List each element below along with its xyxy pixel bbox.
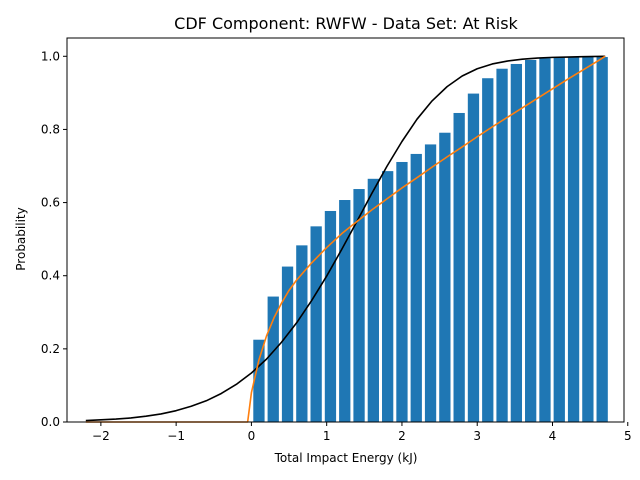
x-tick-label: 2 bbox=[398, 429, 406, 443]
bar-6 bbox=[339, 200, 351, 422]
bar-16 bbox=[482, 78, 494, 422]
x-tick-label: 4 bbox=[549, 429, 557, 443]
y-tick-label: 0.6 bbox=[41, 196, 60, 210]
y-axis-ticks: 0.0 0.2 0.4 0.6 0.8 1.0 bbox=[41, 49, 67, 429]
bar-19 bbox=[525, 59, 537, 422]
x-tick-label: −2 bbox=[92, 429, 110, 443]
bar-18 bbox=[510, 63, 523, 423]
bar-20 bbox=[539, 58, 551, 422]
bar-8 bbox=[367, 178, 379, 422]
bar-22 bbox=[567, 57, 580, 422]
black-cdf-line bbox=[85, 55, 606, 422]
orange-cdf-line bbox=[85, 55, 606, 423]
bar-9 bbox=[382, 171, 394, 422]
bar-14 bbox=[453, 112, 465, 422]
bar-23 bbox=[582, 57, 594, 422]
x-tick-label: 0 bbox=[248, 429, 256, 443]
y-tick-label: 0.2 bbox=[41, 342, 60, 356]
x-tick-label: −1 bbox=[167, 429, 185, 443]
bar-5 bbox=[324, 210, 337, 422]
axes-frame bbox=[66, 37, 625, 423]
chart-title: CDF Component: RWFW - Data Set: At Risk bbox=[174, 14, 518, 33]
bar-13 bbox=[439, 132, 451, 422]
bar-11 bbox=[410, 153, 422, 422]
x-axis-label: Total Impact Energy (kJ) bbox=[274, 451, 418, 465]
x-axis-ticks: −2 −1 0 1 2 3 4 5 bbox=[92, 422, 632, 443]
bar-3 bbox=[296, 245, 308, 422]
bars-group bbox=[253, 57, 608, 423]
bar-21 bbox=[553, 57, 565, 422]
lines-group bbox=[85, 55, 606, 423]
bar-2 bbox=[281, 266, 294, 422]
bar-4 bbox=[310, 226, 322, 422]
y-tick-label: 0.4 bbox=[41, 269, 60, 283]
bar-1 bbox=[267, 296, 279, 422]
x-tick-label: 3 bbox=[473, 429, 481, 443]
y-axis-label: Probability bbox=[14, 207, 28, 270]
bar-7 bbox=[353, 189, 365, 422]
x-tick-label: 1 bbox=[323, 429, 331, 443]
bar-24 bbox=[596, 57, 608, 422]
x-tick-label: 5 bbox=[624, 429, 632, 443]
bar-17 bbox=[496, 68, 508, 422]
y-tick-label: 0.0 bbox=[41, 415, 60, 429]
bar-12 bbox=[424, 144, 437, 422]
bar-0 bbox=[253, 339, 265, 422]
y-tick-label: 1.0 bbox=[41, 49, 60, 63]
plot-area bbox=[85, 55, 608, 423]
y-tick-label: 0.8 bbox=[41, 122, 60, 136]
bar-10 bbox=[396, 161, 408, 422]
bar-15 bbox=[467, 93, 480, 423]
